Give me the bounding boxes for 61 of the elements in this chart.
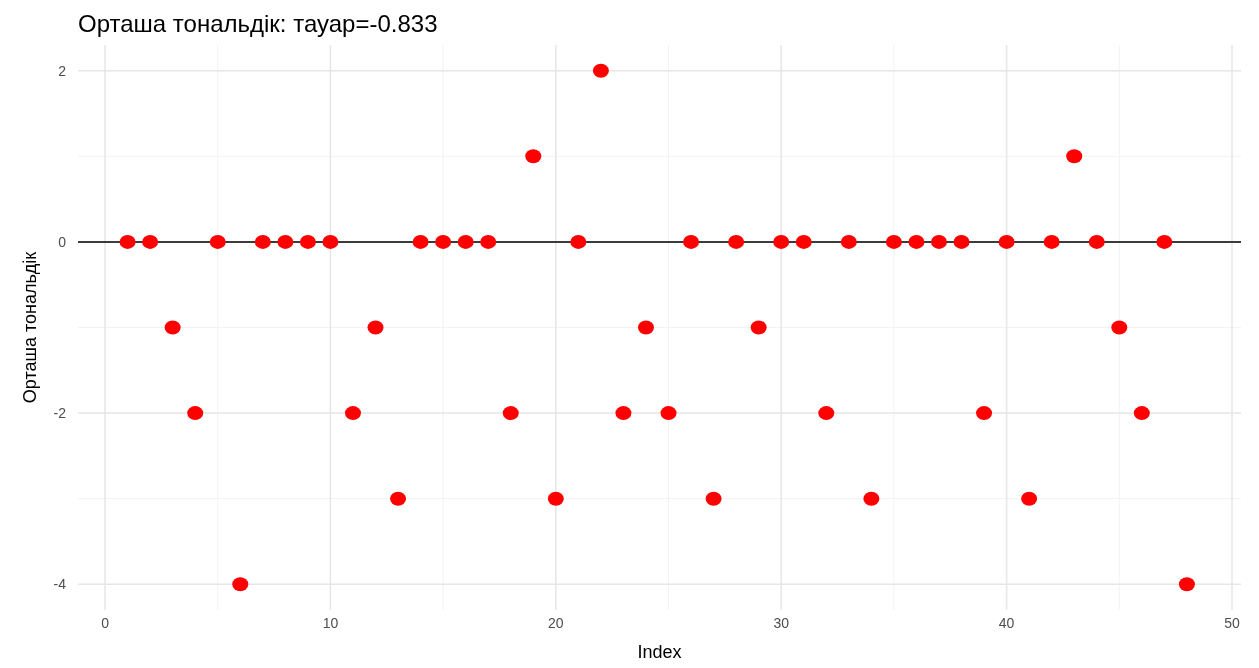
point — [795, 234, 812, 249]
point — [773, 234, 790, 249]
y-tick-label: 0 — [58, 233, 67, 250]
point — [480, 234, 497, 249]
point — [930, 234, 947, 249]
point — [232, 577, 249, 592]
point — [547, 491, 564, 506]
point — [1178, 577, 1195, 592]
y-tick-label: -4 — [53, 576, 67, 593]
point — [1111, 320, 1128, 335]
point — [660, 406, 677, 421]
point — [142, 234, 159, 249]
point — [863, 491, 880, 506]
point — [164, 320, 181, 335]
x-tick-label: 30 — [773, 615, 790, 631]
point — [683, 234, 700, 249]
point — [998, 234, 1015, 249]
point — [1043, 234, 1060, 249]
point — [1066, 149, 1083, 164]
point — [367, 320, 384, 335]
x-tick-label: 10 — [322, 615, 339, 631]
point — [435, 234, 452, 249]
point — [953, 234, 970, 249]
point — [254, 234, 271, 249]
x-tick-label: 20 — [548, 615, 564, 631]
point — [525, 149, 542, 164]
point — [322, 234, 339, 249]
point — [119, 234, 136, 249]
x-axis-title: Index — [637, 642, 682, 662]
x-tick-label: 0 — [101, 615, 110, 631]
point — [1088, 234, 1105, 249]
x-tick-label: 40 — [998, 615, 1015, 631]
point — [908, 234, 925, 249]
point — [750, 320, 767, 335]
point — [1156, 234, 1173, 249]
point — [457, 234, 474, 249]
y-tick-label: -2 — [53, 405, 67, 422]
y-tick-label: 2 — [58, 62, 67, 79]
point — [299, 234, 316, 249]
point — [592, 63, 609, 78]
point — [840, 234, 857, 249]
point — [209, 234, 226, 249]
point — [1021, 491, 1038, 506]
point — [277, 234, 294, 249]
point — [885, 234, 902, 249]
point — [187, 406, 204, 421]
point — [390, 491, 407, 506]
y-axis-title: Орташа тональдік — [20, 251, 40, 404]
point — [976, 406, 993, 421]
point — [412, 234, 429, 249]
point — [637, 320, 654, 335]
point — [502, 406, 519, 421]
point — [1133, 406, 1150, 421]
point — [615, 406, 632, 421]
point — [818, 406, 835, 421]
point — [705, 491, 722, 506]
point — [344, 406, 361, 421]
point — [570, 234, 587, 249]
x-tick-label: 50 — [1224, 615, 1240, 631]
chart-title: Орташа тональдік: тауар=-0.833 — [78, 10, 438, 37]
point — [728, 234, 745, 249]
